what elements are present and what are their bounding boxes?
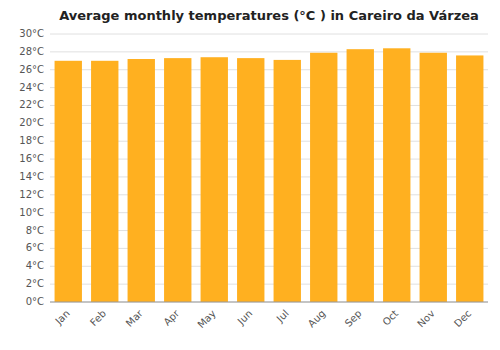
x-tick-label: Feb xyxy=(88,308,108,328)
bar xyxy=(383,48,410,302)
y-tick-label: 20°C xyxy=(19,117,44,128)
bar xyxy=(91,61,118,302)
x-tick-label: Dec xyxy=(452,308,473,329)
x-tick-label: May xyxy=(195,308,217,330)
x-tick-label: Aug xyxy=(306,308,328,330)
y-tick-label: 10°C xyxy=(19,207,44,218)
y-tick-label: 8°C xyxy=(26,225,44,236)
bar xyxy=(164,58,191,302)
x-tick-label: Nov xyxy=(415,308,437,330)
bar xyxy=(420,53,447,302)
x-tick-label: Apr xyxy=(161,307,182,328)
x-axis: Jan Feb Mar Apr May Jun Jul Aug Sep Oct Nov Dec xyxy=(52,307,473,330)
grid-line xyxy=(50,302,488,303)
bar xyxy=(55,61,82,302)
y-tick-label: 4°C xyxy=(26,260,44,271)
grid xyxy=(50,34,488,302)
bar xyxy=(456,55,483,302)
x-tick-label: Oct xyxy=(380,308,400,328)
y-tick-label: 22°C xyxy=(19,99,44,110)
bar xyxy=(274,60,301,302)
y-axis: 0°C 2°C 4°C 6°C 8°C 10°C 12°C 14°C 16°C 18°C 20°C 2… xyxy=(19,28,44,307)
x-tick-label: Jun xyxy=(235,308,255,328)
x-tick-label: Mar xyxy=(124,307,146,329)
y-tick-label: 0°C xyxy=(26,296,44,307)
bar xyxy=(128,59,155,302)
bar xyxy=(310,53,337,302)
grid-line xyxy=(50,34,488,35)
x-tick-label: Jan xyxy=(52,308,71,327)
y-tick-label: 18°C xyxy=(19,135,44,146)
x-tick-label: Sep xyxy=(343,308,364,329)
y-tick-label: 2°C xyxy=(26,278,44,289)
bar xyxy=(347,49,374,302)
x-tick-label: Jul xyxy=(274,308,291,325)
y-tick-label: 12°C xyxy=(19,189,44,200)
x-axis-line xyxy=(50,302,488,303)
chart: Average monthly temperatures (°C ) in Ca… xyxy=(0,0,500,350)
grid-line xyxy=(50,51,488,52)
bars xyxy=(55,48,484,302)
bar xyxy=(201,57,228,302)
title: Average monthly temperatures (°C ) in Ca… xyxy=(59,8,479,23)
y-tick-label: 14°C xyxy=(19,171,44,182)
y-tick-label: 6°C xyxy=(26,242,44,253)
bar xyxy=(237,58,264,302)
y-tick-label: 30°C xyxy=(19,28,44,39)
y-tick-label: 24°C xyxy=(19,82,44,93)
y-tick-label: 16°C xyxy=(19,153,44,164)
y-tick-label: 26°C xyxy=(19,64,44,75)
y-tick-label: 28°C xyxy=(19,46,44,57)
